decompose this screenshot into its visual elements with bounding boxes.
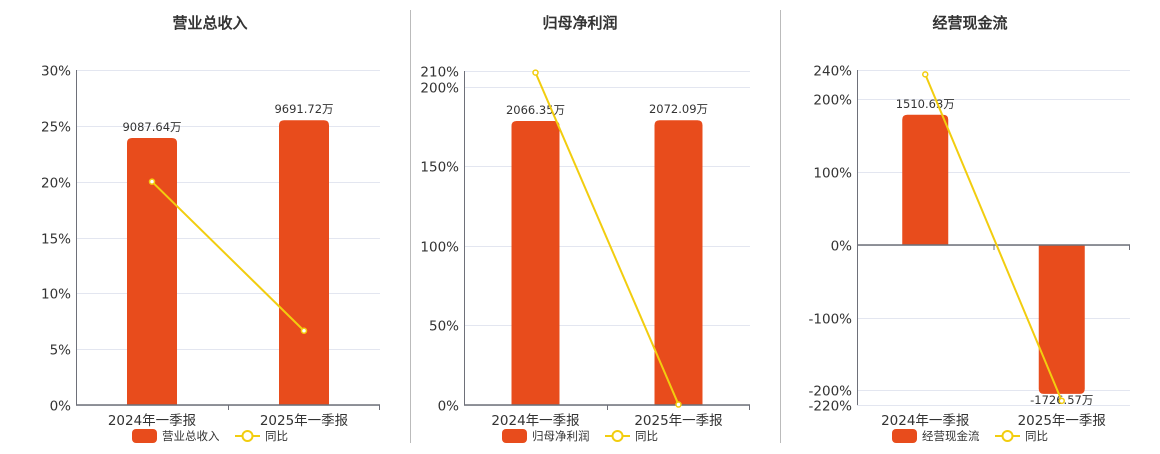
x-tick-label: 2024年一季报 bbox=[881, 413, 969, 429]
legend-circle-icon bbox=[611, 430, 624, 442]
chart-3: 经营现金流 -220%-200% -100% 0% 100% 200% 240% 1510.6… bbox=[809, 14, 1130, 443]
yoy-point bbox=[675, 401, 682, 408]
y-tick-label: 200% bbox=[813, 93, 852, 109]
y-tick-label: 0% bbox=[831, 239, 853, 255]
y-tick-label: -220% bbox=[809, 399, 853, 415]
legend-label: 营业总收入 bbox=[162, 429, 220, 443]
chart-2: 归母净利润 0% 50% 100% 150% 200%210% 2066.35万 2024年一… bbox=[420, 14, 750, 443]
legend-bar-swatch bbox=[132, 429, 157, 443]
bar bbox=[1038, 245, 1085, 394]
y-tick-label: 150% bbox=[420, 160, 459, 176]
legend: 营业总收入 同比 bbox=[132, 429, 288, 443]
yoy-point bbox=[300, 327, 308, 334]
yoy-point bbox=[922, 71, 929, 78]
y-tick-label: 30% bbox=[41, 64, 71, 80]
legend-label: 归母净利润 bbox=[532, 429, 590, 443]
y-tick-label: 0% bbox=[438, 399, 460, 415]
legend-label: 同比 bbox=[1025, 429, 1048, 443]
x-tick-label: 2025年一季报 bbox=[260, 413, 348, 429]
yoy-point bbox=[148, 178, 156, 185]
x-tick-label: 2025年一季报 bbox=[1018, 413, 1106, 429]
yoy-point bbox=[532, 69, 539, 76]
legend-item-line[interactable]: 同比 bbox=[235, 429, 288, 443]
y-tick-label: -200% bbox=[809, 384, 853, 400]
y-tick-label: 100% bbox=[813, 166, 852, 182]
chart-title: 归母净利润 bbox=[542, 14, 617, 32]
bar bbox=[511, 120, 560, 406]
legend-item-bar[interactable]: 经营现金流 bbox=[892, 429, 980, 443]
x-tick-label: 2025年一季报 bbox=[634, 413, 722, 429]
chart-title: 营业总收入 bbox=[172, 14, 247, 32]
legend-bar-swatch bbox=[502, 429, 527, 443]
legend-item-bar[interactable]: 营业总收入 bbox=[132, 429, 220, 443]
y-tick-label: 210% bbox=[420, 65, 459, 81]
bar bbox=[279, 120, 329, 405]
legend-circle-icon bbox=[241, 430, 254, 442]
y-tick-label: 200% bbox=[420, 81, 459, 97]
bar-value-label: 9087.64万 bbox=[122, 120, 181, 134]
legend-item-line[interactable]: 同比 bbox=[605, 429, 658, 443]
yoy-line bbox=[151, 180, 305, 332]
legend-label: 同比 bbox=[635, 429, 658, 443]
y-tick-label: 10% bbox=[41, 287, 71, 303]
chart-1: 营业总收入 0% 5% 10% 15% 20% 25% 30% 9087.64万 2024年一季报… bbox=[41, 14, 380, 443]
chart-title: 经营现金流 bbox=[932, 14, 1007, 32]
bar bbox=[127, 137, 177, 405]
y-tick-label: -100% bbox=[809, 312, 853, 328]
legend-item-line[interactable]: 同比 bbox=[995, 429, 1048, 443]
legend-item-bar[interactable]: 归母净利润 bbox=[502, 429, 590, 443]
x-tick-label: 2024年一季报 bbox=[491, 413, 579, 429]
y-tick-label: 15% bbox=[41, 232, 71, 248]
bar-value-label: 9691.72万 bbox=[274, 102, 333, 116]
legend-label: 同比 bbox=[265, 429, 288, 443]
y-tick-label: 20% bbox=[41, 176, 71, 192]
y-tick-label: 5% bbox=[50, 343, 72, 359]
y-tick-label: 25% bbox=[41, 120, 71, 136]
yoy-point bbox=[1058, 397, 1065, 405]
legend: 归母净利润 同比 bbox=[502, 429, 658, 443]
bar-value-label: 1510.63万 bbox=[896, 97, 955, 111]
legend-label: 经营现金流 bbox=[922, 429, 980, 443]
y-tick-label: 100% bbox=[420, 240, 459, 256]
x-tick-label: 2024年一季报 bbox=[108, 413, 196, 429]
y-tick-label: 50% bbox=[429, 319, 459, 335]
bar-value-label: 2066.35万 bbox=[506, 103, 565, 117]
y-tick-label: 240% bbox=[813, 64, 852, 80]
bar bbox=[654, 120, 703, 405]
legend-bar-swatch bbox=[892, 429, 917, 443]
yoy-line bbox=[924, 73, 1063, 402]
bar bbox=[902, 114, 949, 245]
bar-value-label: 2072.09万 bbox=[649, 102, 708, 116]
legend: 经营现金流 同比 bbox=[892, 429, 1048, 443]
y-tick-label: 0% bbox=[50, 399, 72, 415]
legend-circle-icon bbox=[1001, 430, 1014, 442]
yoy-line bbox=[534, 72, 680, 405]
